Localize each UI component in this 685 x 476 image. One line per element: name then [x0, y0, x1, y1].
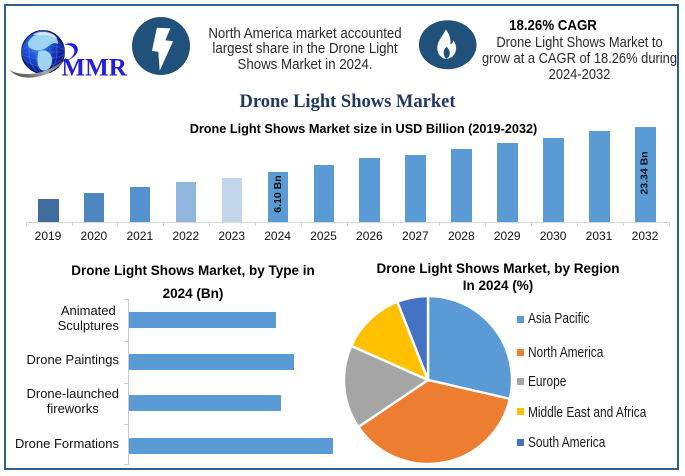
svg-text:MMR: MMR — [62, 55, 128, 82]
